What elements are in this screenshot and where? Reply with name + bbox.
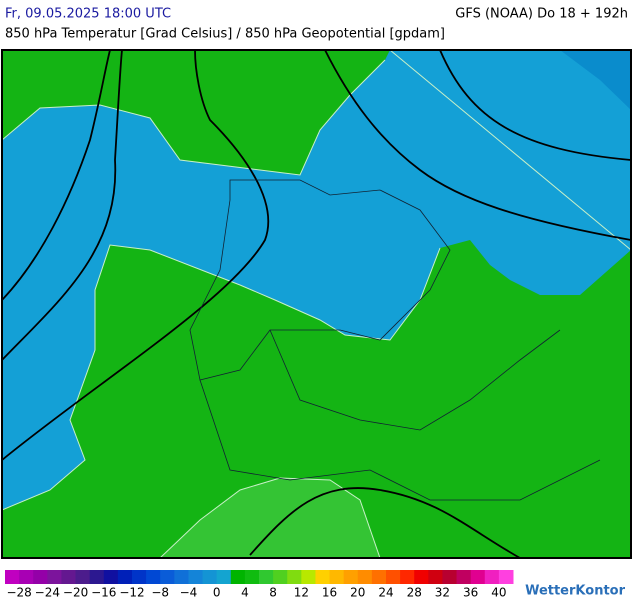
- legend-label: 24: [378, 586, 393, 600]
- legend-swatch: [244, 570, 260, 584]
- legend-swatch: [386, 570, 401, 584]
- legend-label: −4: [180, 586, 198, 600]
- legend-swatch: [343, 570, 359, 584]
- legend-swatch: [498, 570, 514, 584]
- legend-swatch: [442, 570, 458, 584]
- legend-label: 32: [435, 586, 450, 600]
- legend-label: 28: [407, 586, 422, 600]
- legend-swatch: [428, 570, 443, 584]
- legend-swatch: [89, 570, 105, 584]
- legend-label: 36: [463, 586, 478, 600]
- temp-field-light-green: [159, 477, 381, 558]
- legend-swatch: [174, 570, 189, 584]
- legend-swatch: [103, 570, 119, 584]
- legend-swatch: [216, 570, 232, 584]
- legend-swatch: [301, 570, 316, 584]
- legend-swatch: [315, 570, 331, 584]
- geopotential-lines: [2, 50, 631, 558]
- legend-label: −24: [35, 586, 60, 600]
- legend-swatch: [400, 570, 415, 584]
- logo: WetterKontor: [525, 584, 626, 599]
- map-frame: [1, 49, 632, 559]
- legend-swatch: [33, 570, 48, 584]
- map: [1, 49, 632, 559]
- legend-swatch: [470, 570, 486, 584]
- legend-swatch: [273, 570, 288, 584]
- legend-label: −8: [151, 586, 169, 600]
- legend-label: 20: [350, 586, 365, 600]
- header-model: GFS (NOAA) Do 18 + 192h: [455, 7, 628, 22]
- legend-swatch: [230, 570, 246, 584]
- borders: [189, 179, 601, 501]
- header-time: Fr, 09.05.2025 18:00 UTC: [5, 7, 171, 22]
- legend-swatch: [19, 570, 34, 584]
- legend-label: −20: [63, 586, 88, 600]
- legend-label: −16: [91, 586, 116, 600]
- legend-swatch: [202, 570, 218, 584]
- legend-swatch: [188, 570, 204, 584]
- legend-swatch: [329, 570, 345, 584]
- legend-swatch: [371, 570, 387, 584]
- legend-label: 40: [491, 586, 506, 600]
- temp-field-blue: [2, 50, 631, 510]
- isotherm: [2, 50, 631, 511]
- legend-swatch: [47, 570, 62, 584]
- legend-label: 8: [269, 586, 277, 600]
- legend-label: −12: [119, 586, 144, 600]
- header-subtitle: 850 hPa Temperatur [Grad Celsius] / 850 …: [5, 27, 445, 42]
- legend-swatch: [484, 570, 500, 584]
- legend-swatch: [146, 570, 161, 584]
- legend-swatch: [259, 570, 274, 584]
- legend-swatch: [61, 570, 77, 584]
- legend-label: 12: [294, 586, 309, 600]
- legend-swatch: [132, 570, 147, 584]
- legend-label: 4: [241, 586, 249, 600]
- legend-swatch: [357, 570, 373, 584]
- color-legend: −28 −24 −20 −16 −12 −8 −4 0 4 8 12 16 20 24 28 32 36 40: [5, 570, 514, 600]
- legend-swatch: [160, 570, 175, 584]
- legend-swatch: [287, 570, 302, 584]
- legend-swatch: [117, 570, 133, 584]
- legend-swatch: [456, 570, 472, 584]
- legend-swatch: [75, 570, 91, 584]
- legend-label: 16: [322, 586, 337, 600]
- legend-label: 0: [213, 586, 221, 600]
- legend-swatch: [414, 570, 429, 584]
- legend-label: −28: [6, 586, 31, 600]
- temp-field-dark-blue: [560, 50, 631, 110]
- legend-swatch: [5, 570, 20, 584]
